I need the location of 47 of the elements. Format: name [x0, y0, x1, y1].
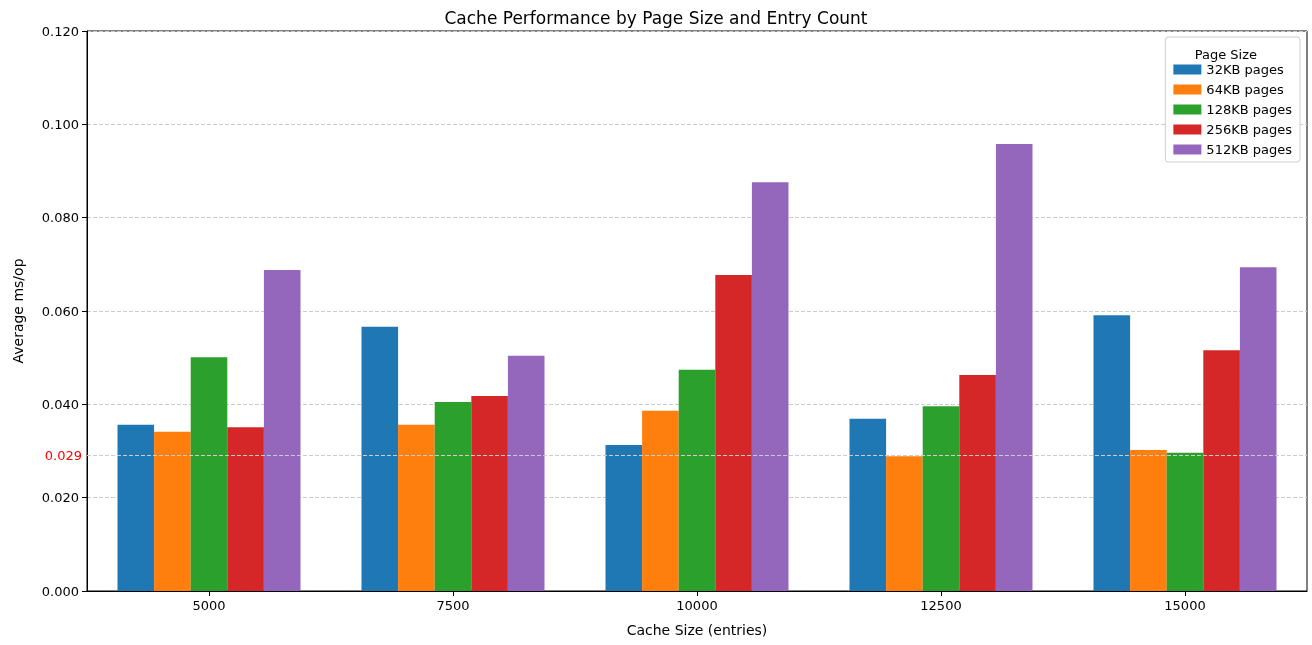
y-tick-label: 0.080 [41, 210, 79, 226]
bar [117, 424, 155, 591]
y-tick-label: 0.060 [41, 303, 79, 319]
bar [1093, 315, 1131, 591]
bar [507, 355, 545, 591]
y-tick-label: 0.000 [41, 583, 79, 599]
bar [398, 424, 435, 591]
bar [959, 374, 996, 591]
bar [434, 402, 472, 591]
x-axis-title: Cache Size (entries) [626, 622, 768, 638]
legend-label: 32KB pages [1206, 62, 1284, 77]
bar [995, 143, 1033, 591]
legend-label: 256KB pages [1206, 122, 1293, 137]
bar [642, 410, 679, 591]
bar [154, 431, 191, 591]
ref-line-label: 0.029 [44, 448, 82, 464]
bar [715, 275, 752, 591]
y-tick-label: 0.100 [41, 116, 79, 132]
bar [678, 369, 716, 591]
bar [751, 182, 789, 591]
bar [1130, 450, 1167, 591]
bar [886, 456, 923, 591]
y-tick-label: 0.040 [41, 396, 79, 412]
x-tick-label: 5000 [192, 598, 226, 613]
bar [605, 444, 643, 591]
bar [1166, 452, 1204, 591]
bar [1239, 267, 1277, 591]
y-axis-title: Average ms/op [10, 258, 26, 364]
chart-title: Cache Performance by Page Size and Entry Count [444, 7, 868, 28]
legend-label: 512KB pages [1206, 142, 1293, 157]
legend-title: Page Size [1194, 47, 1258, 62]
legend-label: 128KB pages [1206, 102, 1293, 117]
x-tick-label: 10000 [676, 598, 718, 613]
bar [227, 427, 264, 591]
bar [922, 406, 960, 591]
bar [361, 326, 399, 591]
bar [1203, 350, 1240, 591]
legend-label: 64KB pages [1206, 82, 1284, 97]
x-tick-label: 12500 [920, 598, 962, 613]
x-tick-label: 15000 [1164, 598, 1206, 613]
bar [471, 395, 508, 591]
y-tick-label: 0.020 [41, 490, 79, 506]
bar [263, 269, 301, 591]
y-tick-label: 0.120 [41, 23, 79, 39]
bar [190, 357, 228, 591]
bar [849, 418, 887, 591]
x-tick-label: 7500 [436, 598, 470, 613]
